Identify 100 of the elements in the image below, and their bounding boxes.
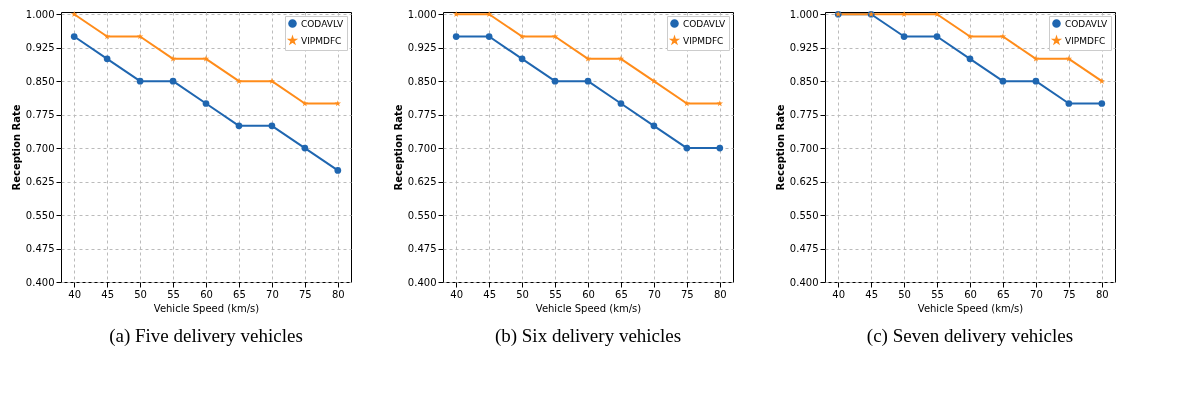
x-tick-label: 45 — [101, 288, 114, 300]
legend-label: CODAVLV — [1065, 18, 1108, 29]
x-tick-label: 65 — [615, 288, 628, 300]
y-tick-label: 0.925 — [789, 42, 819, 54]
point — [617, 100, 625, 107]
point — [683, 144, 691, 152]
y-tick-label: 1.000 — [25, 8, 55, 20]
point — [900, 10, 908, 17]
point — [169, 77, 177, 85]
point — [334, 100, 342, 107]
y-tick-label: 0.400 — [407, 276, 437, 288]
x-tick-label: 40 — [832, 288, 846, 300]
y-tick-label: 0.400 — [25, 276, 55, 288]
point — [235, 77, 243, 84]
legend-label: CODAVLV — [301, 18, 344, 29]
x-tick-label: 50 — [516, 288, 529, 300]
legend-label: VIPMDFC — [1065, 35, 1106, 46]
y-tick-label: 0.775 — [407, 109, 437, 121]
point — [103, 55, 111, 63]
text: (a) Five delivery vehicles — [109, 325, 303, 347]
x-tick-label: 75 — [681, 288, 694, 300]
x-tick-label: 80 — [713, 288, 727, 300]
y-tick-label: 0.850 — [789, 75, 819, 87]
x-tick-label: 65 — [233, 288, 246, 300]
x-tick-label: 70 — [266, 288, 279, 300]
point — [136, 77, 144, 85]
y-tick-label: 0.625 — [407, 176, 437, 188]
x-tick-label: 80 — [1095, 288, 1109, 300]
point — [452, 10, 460, 17]
x-tick-label: 45 — [865, 288, 878, 300]
point — [202, 100, 210, 107]
point — [650, 122, 658, 130]
y-tick-label: 0.400 — [789, 276, 819, 288]
point — [485, 10, 493, 17]
x-tick-label: 50 — [134, 288, 147, 300]
y-tick-label: 1.000 — [407, 8, 437, 20]
point — [551, 77, 559, 85]
point — [650, 77, 658, 84]
y-tick-label: 0.925 — [25, 42, 55, 54]
y-tick-label: 0.550 — [25, 209, 55, 221]
y-tick-label: 0.700 — [407, 142, 437, 154]
x-tick-label: 65 — [997, 288, 1010, 300]
x-tick-label: 45 — [483, 288, 496, 300]
point — [70, 33, 78, 40]
point — [334, 167, 342, 174]
legend-label: VIPMDFC — [683, 35, 724, 46]
point — [933, 10, 941, 17]
text: (c) Seven delivery vehicles — [866, 325, 1074, 347]
point — [716, 144, 724, 152]
y-axis-title: Reception Rate — [392, 104, 404, 191]
x-tick-label: 60 — [582, 288, 595, 300]
x-tick-label: 55 — [549, 288, 562, 300]
point — [1032, 77, 1040, 85]
x-tick-label: 40 — [450, 288, 464, 300]
x-tick-label: 55 — [167, 288, 180, 300]
y-tick-label: 0.700 — [789, 142, 819, 154]
legend-label: VIPMDFC — [301, 35, 342, 46]
point — [683, 100, 691, 107]
point — [518, 55, 526, 63]
y-tick-label: 0.850 — [25, 75, 55, 87]
y-tick-label: 0.475 — [789, 243, 819, 255]
point — [1098, 77, 1106, 84]
point — [452, 33, 460, 40]
y-tick-label: 0.625 — [789, 176, 819, 188]
x-tick-label: 60 — [964, 288, 977, 300]
y-tick-label: 0.850 — [407, 75, 437, 87]
y-tick-label: 0.700 — [25, 142, 55, 154]
x-tick-label: 60 — [200, 288, 213, 300]
y-axis-title: Reception Rate — [774, 104, 786, 191]
y-tick-label: 0.475 — [25, 243, 55, 255]
point — [999, 77, 1007, 85]
x-tick-label: 75 — [1063, 288, 1076, 300]
x-tick-label: 40 — [68, 288, 82, 300]
point — [933, 33, 941, 40]
x-tick-label: 55 — [931, 288, 944, 300]
point — [716, 100, 724, 107]
text: (b) Six delivery vehicles — [494, 325, 682, 347]
y-tick-label: 0.625 — [25, 176, 55, 188]
point — [584, 77, 592, 85]
y-tick-label: 0.550 — [789, 209, 819, 221]
y-tick-label: 0.925 — [407, 42, 437, 54]
legend-label: CODAVLV — [683, 18, 726, 29]
x-tick-label: 70 — [648, 288, 661, 300]
point — [235, 122, 243, 130]
x-tick-label: 75 — [299, 288, 312, 300]
point — [485, 33, 493, 40]
point — [268, 77, 276, 84]
x-tick-label: 80 — [331, 288, 345, 300]
point — [268, 122, 276, 130]
point — [1065, 100, 1073, 107]
point — [103, 33, 111, 40]
y-axis-title: Reception Rate — [10, 104, 22, 191]
point — [301, 144, 309, 152]
x-tick-label: 70 — [1030, 288, 1043, 300]
x-axis-title: Vehicle Speed (km/s) — [153, 302, 260, 314]
point — [70, 10, 78, 17]
point — [1098, 100, 1106, 107]
y-tick-label: 0.775 — [25, 109, 55, 121]
x-axis-title: Vehicle Speed (km/s) — [917, 302, 1024, 314]
y-tick-label: 0.550 — [407, 209, 437, 221]
